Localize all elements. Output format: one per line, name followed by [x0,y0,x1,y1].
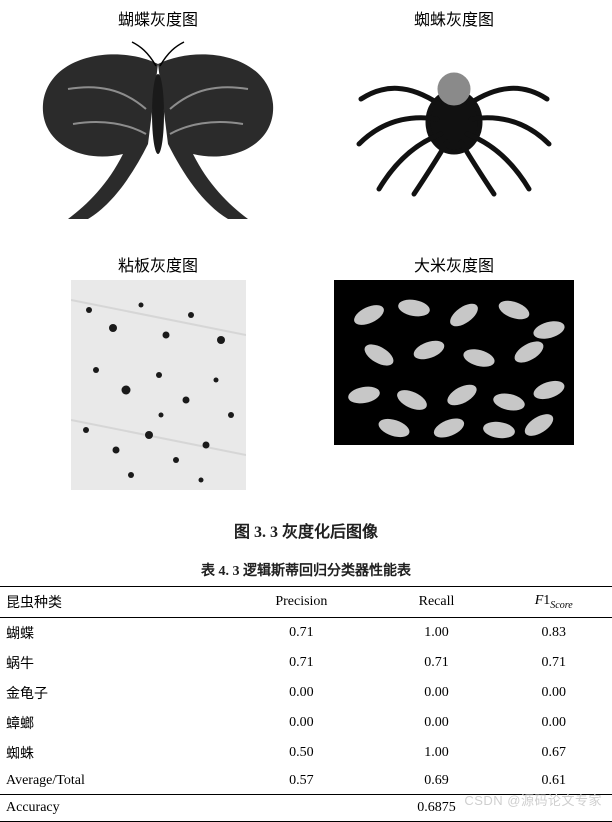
col-species: 昆虫种类 [0,587,225,618]
panel-butterfly: 蝴蝶灰度图 [10,6,306,224]
figure-row-1: 蝴蝶灰度图 [10,6,602,224]
table-row: 蟑螂0.000.000.00 [0,708,612,738]
spider-image [349,34,559,199]
sticky-image [71,280,246,490]
performance-table: 昆虫种类 Precision Recall F1Score 蝴蝶0.711.00… [0,586,612,822]
table-row: 蜘蛛0.501.000.67 [0,738,612,768]
panel-label: 粘板灰度图 [118,252,198,276]
rice-image [334,280,574,445]
table-row: 蜗牛0.710.710.71 [0,648,612,678]
col-precision: Precision [225,587,377,618]
table-caption: 表 4. 3 逻辑斯蒂回归分类器性能表 [0,560,612,580]
figure-grid: 蝴蝶灰度图 [0,0,612,490]
captions-block: 图 3. 3 灰度化后图像 表 4. 3 逻辑斯蒂回归分类器性能表 [0,518,612,580]
col-recall: Recall [378,587,496,618]
f1-F: F [535,593,544,608]
panel-label: 蝴蝶灰度图 [118,6,198,30]
table-header-row: 昆虫种类 Precision Recall F1Score [0,587,612,618]
panel-label: 蜘蛛灰度图 [414,6,494,30]
panel-spider: 蜘蛛灰度图 [306,6,602,224]
panel-label: 大米灰度图 [414,252,494,276]
figure-caption: 图 3. 3 灰度化后图像 [0,518,612,542]
butterfly-image [28,34,288,224]
panel-sticky: 粘板灰度图 [10,252,306,490]
table-row: 金龟子0.000.000.00 [0,678,612,708]
watermark: CSDN @源码论文专家 [464,790,602,809]
col-f1: F1Score [495,587,612,618]
f1-sub: Score [550,600,572,611]
panel-rice: 大米灰度图 [306,252,602,490]
table-row: 蝴蝶0.711.000.83 [0,618,612,649]
figure-row-2: 粘板灰度图 [10,252,602,490]
